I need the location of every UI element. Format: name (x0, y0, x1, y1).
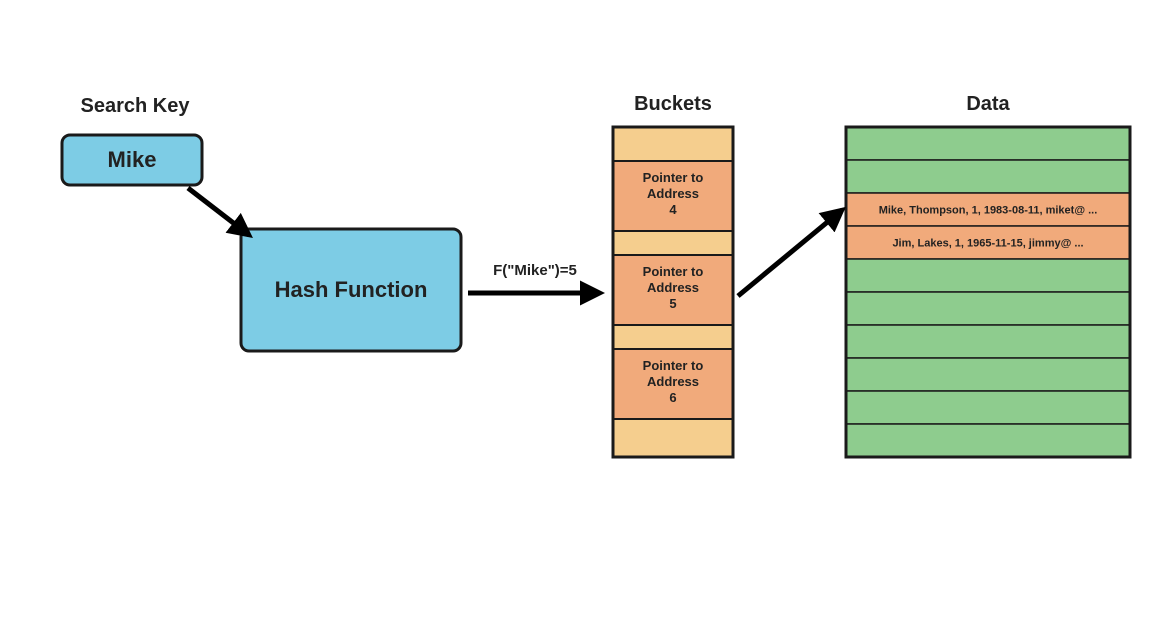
search-key-label: Mike (108, 147, 157, 172)
buckets-column: Pointer toAddress4Pointer toAddress5Poin… (613, 127, 733, 457)
search-key-node: Mike (62, 135, 202, 185)
data-row (846, 127, 1130, 160)
edge-bucket_to_data (738, 210, 842, 296)
bucket-pointer-label: Address (647, 186, 699, 201)
data-row (846, 325, 1130, 358)
bucket-gap (613, 231, 733, 255)
bucket-gap (613, 419, 733, 457)
bucket-pointer-label: Address (647, 374, 699, 389)
data-row (846, 358, 1130, 391)
data-row (846, 424, 1130, 457)
data-row (846, 391, 1130, 424)
bucket-gap (613, 325, 733, 349)
edge-label-hash_to_buckets: F("Mike")=5 (493, 262, 577, 279)
title-buckets: Buckets (634, 93, 712, 115)
edge-key_to_hash (188, 188, 249, 235)
hash-function-node: Hash Function (241, 229, 461, 351)
bucket-pointer-label: Address (647, 280, 699, 295)
title-data: Data (966, 93, 1010, 115)
data-row-text: Mike, Thompson, 1, 1983-08-11, miket@ ..… (879, 205, 1098, 217)
data-row (846, 292, 1130, 325)
bucket-pointer-label: 4 (669, 202, 677, 217)
data-row (846, 259, 1130, 292)
hash-diagram: Search Key Buckets Data Mike Hash Functi… (0, 0, 1170, 634)
bucket-pointer-label: Pointer to (643, 264, 704, 279)
title-search-key: Search Key (81, 95, 191, 117)
data-row (846, 160, 1130, 193)
bucket-pointer-label: Pointer to (643, 358, 704, 373)
hash-function-label: Hash Function (275, 277, 428, 302)
bucket-pointer-label: 5 (669, 296, 676, 311)
data-table: Mike, Thompson, 1, 1983-08-11, miket@ ..… (846, 127, 1130, 457)
data-row-text: Jim, Lakes, 1, 1965-11-15, jimmy@ ... (892, 238, 1083, 250)
bucket-gap (613, 127, 733, 161)
bucket-pointer-label: Pointer to (643, 170, 704, 185)
bucket-pointer-label: 6 (669, 390, 676, 405)
